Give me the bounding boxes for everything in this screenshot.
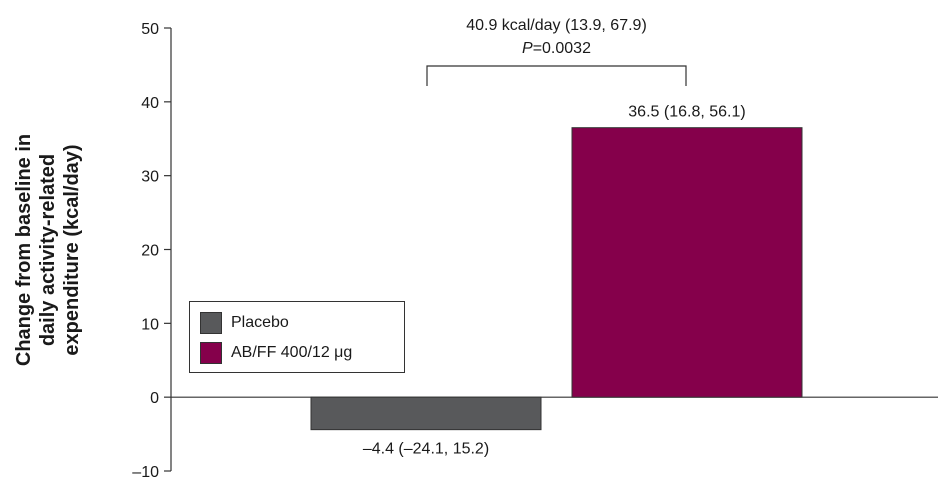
y-axis-ticks: 50 40 30 20 10 0 –10 [132,21,171,478]
y-tick-label: 50 [141,21,159,38]
legend-item-ab-ff: AB/FF 400/12 μg [200,342,352,364]
y-tick-label: 10 [141,316,159,333]
bar-value-label: –4.4 (–24.1, 15.2) [363,441,489,458]
data-labels: –4.4 (–24.1, 15.2) 36.5 (16.8, 56.1) [363,104,746,458]
p-symbol: P [522,40,533,57]
legend-swatch-placebo [200,312,222,334]
y-tick-label: 30 [141,169,159,186]
legend: Placebo AB/FF 400/12 μg [189,301,405,373]
y-axis-label-line: expenditure (kcal/day) [61,144,83,355]
bar-ab-ff [571,127,803,398]
legend-label: AB/FF 400/12 μg [231,344,353,361]
comparison-bracket [426,65,687,86]
y-tick-label: 0 [150,390,159,407]
y-axis-label: Change from baseline in daily activity-re… [13,134,83,366]
comparison-estimate: 40.9 kcal/day (13.9, 67.9) [466,17,647,34]
legend-label: Placebo [231,314,289,331]
legend-swatch-ab-ff [200,342,222,364]
y-tick-label: –10 [132,464,159,478]
y-tick-label: 20 [141,243,159,260]
bars [310,127,803,431]
y-axis-label-line: Change from baseline in [13,134,35,366]
bar-value-label: 36.5 (16.8, 56.1) [628,104,745,121]
y-axis-label-line: daily activity-related [37,154,59,346]
p-value: =0.0032 [533,40,591,57]
bracket-line [426,65,687,86]
comparison-p-value: P=0.0032 [522,40,591,57]
y-tick-label: 40 [141,95,159,112]
bar-placebo [310,396,542,431]
legend-item-placebo: Placebo [200,312,289,334]
